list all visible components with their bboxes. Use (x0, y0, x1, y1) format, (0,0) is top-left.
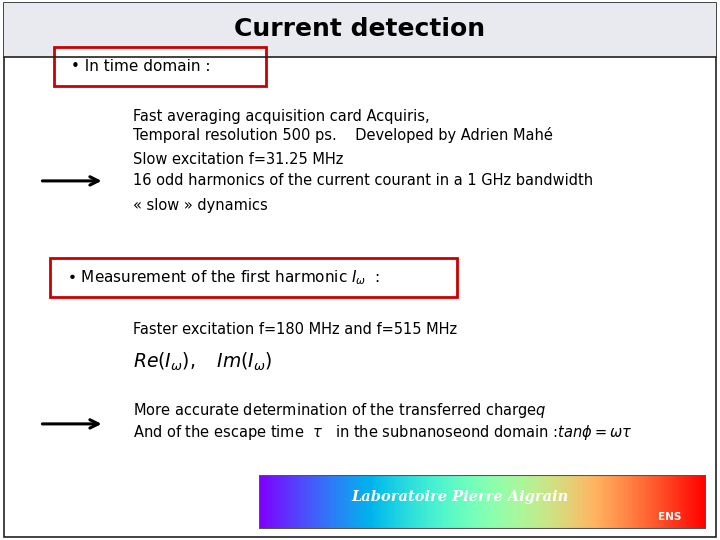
Text: Slow excitation f=31.25 MHz: Slow excitation f=31.25 MHz (133, 152, 343, 167)
Text: « slow » dynamics: « slow » dynamics (133, 198, 268, 213)
Text: • Measurement of the first harmonic $I_{\omega}$  :: • Measurement of the first harmonic $I_{… (67, 268, 380, 287)
Text: More accurate determination of the transferred charge$q$: More accurate determination of the trans… (133, 401, 546, 420)
Text: $Re(I_{\omega}),$   $Im(I_{\omega})$: $Re(I_{\omega}),$ $Im(I_{\omega})$ (133, 350, 273, 373)
Text: And of the escape time  $\tau$   in the subnanoseond domain :$tan\phi = \omega\t: And of the escape time $\tau$ in the sub… (133, 422, 632, 442)
FancyBboxPatch shape (50, 258, 457, 297)
Text: Faster excitation f=180 MHz and f=515 MHz: Faster excitation f=180 MHz and f=515 MH… (133, 322, 457, 337)
Text: Current detection: Current detection (235, 17, 485, 41)
Text: Laboratoire Pierre Aigrain: Laboratoire Pierre Aigrain (351, 490, 569, 504)
Text: 16 odd harmonics of the current courant in a 1 GHz bandwidth: 16 odd harmonics of the current courant … (133, 173, 593, 188)
Text: Temporal resolution 500 ps.    Developed by Adrien Mahé: Temporal resolution 500 ps. Developed by… (133, 127, 553, 143)
FancyBboxPatch shape (54, 47, 266, 86)
FancyBboxPatch shape (4, 3, 716, 57)
Text: ENS: ENS (658, 512, 682, 522)
Text: Fast averaging acquisition card Acquiris,: Fast averaging acquisition card Acquiris… (133, 109, 430, 124)
Text: • In time domain :: • In time domain : (71, 59, 210, 74)
